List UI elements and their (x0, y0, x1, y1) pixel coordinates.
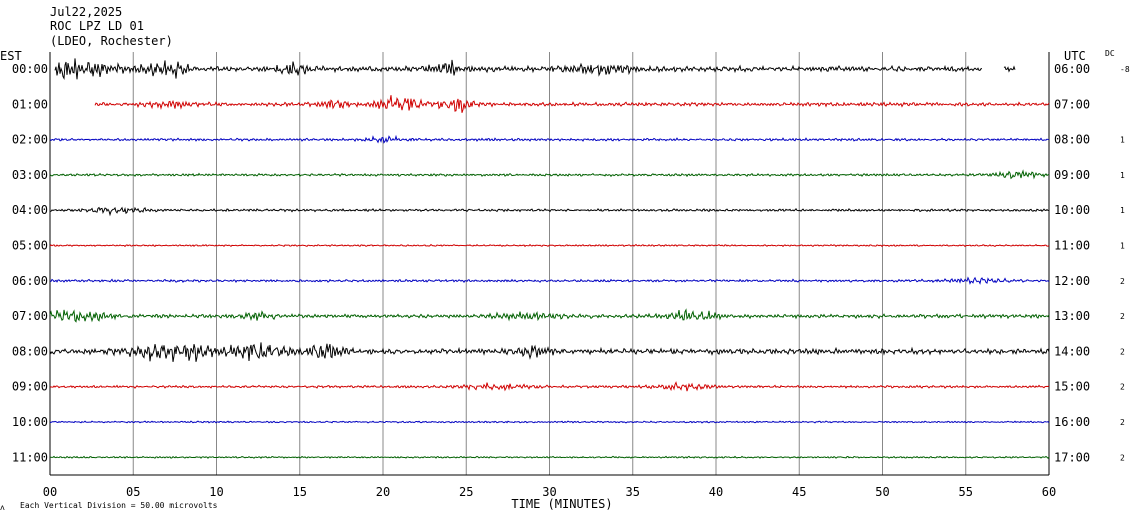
utc-label-10: 16:00 (1054, 415, 1090, 429)
trace-0500-seg0 (49, 243, 1050, 248)
trace-0700-seg0 (49, 308, 1050, 323)
dc-value-9: 2 (1120, 383, 1125, 392)
est-label-5: 05:00 (12, 239, 48, 253)
trace-0800-seg0 (49, 342, 1050, 362)
dc-value-11: 2 (1120, 453, 1125, 462)
dc-value-0: -8 (1120, 65, 1130, 74)
x-tick-20: 20 (376, 485, 390, 499)
est-axis-label: EST (0, 49, 22, 63)
header-date: Jul22,2025 (50, 5, 122, 19)
trace-group (49, 58, 1050, 459)
dc-value-3: 1 (1120, 171, 1125, 180)
utc-label-2: 08:00 (1054, 133, 1090, 147)
trace-0600-seg0 (49, 276, 1050, 285)
est-label-9: 09:00 (12, 380, 48, 394)
est-label-11: 11:00 (12, 450, 48, 464)
x-tick-60: 60 (1042, 485, 1056, 499)
x-tick-labels: 00 05 10 15 20 25 30 35 40 45 50 55 60 (43, 485, 1056, 499)
utc-label-11: 17:00 (1054, 450, 1090, 464)
est-label-10: 10:00 (12, 415, 48, 429)
x-tick-45: 45 (792, 485, 806, 499)
grid (49, 52, 1050, 476)
x-tick-55: 55 (959, 485, 973, 499)
est-label-3: 03:00 (12, 168, 48, 182)
utc-label-1: 07:00 (1054, 97, 1090, 111)
utc-label-9: 15:00 (1054, 380, 1090, 394)
dc-label: DC (1105, 49, 1115, 58)
scale-glyph: ᴧ (0, 503, 5, 512)
trace-0400-seg0 (49, 206, 1050, 217)
dc-value-5: 1 (1120, 242, 1125, 251)
dc-value-6: 2 (1120, 277, 1125, 286)
x-tick-05: 05 (126, 485, 140, 499)
utc-label-8: 14:00 (1054, 344, 1090, 358)
scale-note: Each Vertical Division = 50.00 microvolt… (20, 501, 218, 510)
utc-label-0: 06:00 (1054, 62, 1090, 76)
trace-0300-seg0 (49, 169, 1050, 180)
est-label-2: 02:00 (12, 133, 48, 147)
est-label-8: 08:00 (12, 344, 48, 358)
trace-0000-seg1 (1003, 65, 1016, 73)
x-tick-10: 10 (209, 485, 223, 499)
dc-value-4: 1 (1120, 206, 1125, 215)
header-network: (LDEO, Rochester) (50, 34, 173, 48)
x-tick-00: 00 (43, 485, 57, 499)
x-tick-15: 15 (293, 485, 307, 499)
trace-0000-seg0 (54, 58, 983, 80)
x-axis-label: TIME (MINUTES) (511, 497, 612, 511)
utc-axis-label: UTC (1064, 49, 1086, 63)
est-label-4: 04:00 (12, 203, 48, 217)
dc-value-7: 2 (1120, 312, 1125, 321)
dc-value-8: 2 (1120, 347, 1125, 356)
x-tick-40: 40 (709, 485, 723, 499)
utc-label-4: 10:00 (1054, 203, 1090, 217)
utc-label-3: 09:00 (1054, 168, 1090, 182)
x-tick-30: 30 (542, 485, 556, 499)
utc-label-7: 13:00 (1054, 309, 1090, 323)
utc-label-5: 11:00 (1054, 239, 1090, 253)
est-label-1: 01:00 (12, 97, 48, 111)
trace-1100-seg0 (49, 455, 1050, 459)
trace-0900-seg0 (49, 381, 1050, 392)
trace-0100-seg0 (94, 95, 1050, 113)
est-label-6: 06:00 (12, 274, 48, 288)
trace-1000-seg0 (49, 420, 1050, 424)
trace-0200-seg0 (49, 134, 1050, 144)
x-tick-35: 35 (626, 485, 640, 499)
est-label-7: 07:00 (12, 309, 48, 323)
dc-value-2: 1 (1120, 136, 1125, 145)
dc-value-10: 2 (1120, 418, 1125, 427)
row-labels: 00:00 06:00 -8 01:00 07:00 02:00 08:00 1 03:00 09… (12, 62, 1130, 464)
est-label-0: 00:00 (12, 62, 48, 76)
header-station: ROC LPZ LD 01 (50, 19, 144, 33)
x-tick-25: 25 (459, 485, 473, 499)
x-tick-50: 50 (875, 485, 889, 499)
utc-label-6: 12:00 (1054, 274, 1090, 288)
